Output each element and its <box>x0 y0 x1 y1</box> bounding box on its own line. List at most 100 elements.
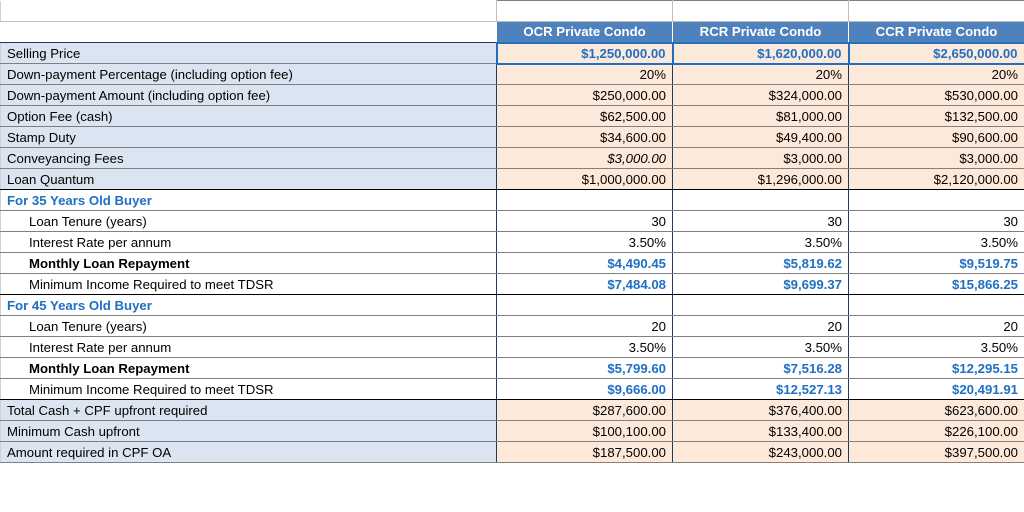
row-ir35: Interest Rate per annum 3.50% 3.50% 3.50… <box>1 232 1024 253</box>
label-option-fee: Option Fee (cash) <box>1 106 497 127</box>
val-dp-amt-ccr: $530,000.00 <box>849 85 1024 106</box>
val-selling-price-rcr: $1,620,000.00 <box>673 43 849 64</box>
val-ir45-ocr: 3.50% <box>497 337 673 358</box>
val-mincash-rcr: $133,400.00 <box>673 421 849 442</box>
val-mlr45-rcr: $7,516.28 <box>673 358 849 379</box>
col-rcr: RCR Private Condo <box>673 22 849 43</box>
label-conveyancing: Conveyancing Fees <box>1 148 497 169</box>
blank-45-rcr <box>673 295 849 316</box>
val-mlr35-ccr: $9,519.75 <box>849 253 1024 274</box>
label-total-upfront: Total Cash + CPF upfront required <box>1 400 497 421</box>
val-lt35-ccr: 30 <box>849 211 1024 232</box>
val-option-ocr: $62,500.00 <box>497 106 673 127</box>
blank-35-ccr <box>849 190 1024 211</box>
val-tdsr35-ocr: $7,484.08 <box>497 274 673 295</box>
label-selling-price: Selling Price <box>1 43 497 64</box>
row-tdsr35: Minimum Income Required to meet TDSR $7,… <box>1 274 1024 295</box>
row-cpf-oa: Amount required in CPF OA $187,500.00 $2… <box>1 442 1024 463</box>
blank-35-rcr <box>673 190 849 211</box>
val-mincash-ocr: $100,100.00 <box>497 421 673 442</box>
label-cpf-oa: Amount required in CPF OA <box>1 442 497 463</box>
val-ir45-ccr: 3.50% <box>849 337 1024 358</box>
section-35: For 35 Years Old Buyer <box>1 190 1024 211</box>
row-min-cash: Minimum Cash upfront $100,100.00 $133,40… <box>1 421 1024 442</box>
label-tdsr35: Minimum Income Required to meet TDSR <box>1 274 497 295</box>
val-dp-pct-ocr: 20% <box>497 64 673 85</box>
col-ocr: OCR Private Condo <box>497 22 673 43</box>
row-option-fee: Option Fee (cash) $62,500.00 $81,000.00 … <box>1 106 1024 127</box>
val-mlr45-ccr: $12,295.15 <box>849 358 1024 379</box>
val-ir45-rcr: 3.50% <box>673 337 849 358</box>
val-mincash-ccr: $226,100.00 <box>849 421 1024 442</box>
label-lt35: Loan Tenure (years) <box>1 211 497 232</box>
val-option-ccr: $132,500.00 <box>849 106 1024 127</box>
label-stamp-duty: Stamp Duty <box>1 127 497 148</box>
val-stamp-rcr: $49,400.00 <box>673 127 849 148</box>
section-45: For 45 Years Old Buyer <box>1 295 1024 316</box>
val-mlr45-ocr: $5,799.60 <box>497 358 673 379</box>
val-total-rcr: $376,400.00 <box>673 400 849 421</box>
row-tdsr45: Minimum Income Required to meet TDSR $9,… <box>1 379 1024 400</box>
row-conveyancing: Conveyancing Fees $3,000.00 $3,000.00 $3… <box>1 148 1024 169</box>
val-tdsr45-ocr: $9,666.00 <box>497 379 673 400</box>
row-mlr45: Monthly Loan Repayment $5,799.60 $7,516.… <box>1 358 1024 379</box>
label-min-cash: Minimum Cash upfront <box>1 421 497 442</box>
header-row: OCR Private Condo RCR Private Condo CCR … <box>1 22 1024 43</box>
val-total-ocr: $287,600.00 <box>497 400 673 421</box>
val-cpf-rcr: $243,000.00 <box>673 442 849 463</box>
label-ir35: Interest Rate per annum <box>1 232 497 253</box>
val-lt45-ccr: 20 <box>849 316 1024 337</box>
val-ir35-ccr: 3.50% <box>849 232 1024 253</box>
header-blank <box>1 22 497 43</box>
label-mlr35: Monthly Loan Repayment <box>1 253 497 274</box>
condo-comparison-table: OCR Private Condo RCR Private Condo CCR … <box>0 0 1024 463</box>
val-stamp-ccr: $90,600.00 <box>849 127 1024 148</box>
val-tdsr35-ccr: $15,866.25 <box>849 274 1024 295</box>
val-conv-rcr: $3,000.00 <box>673 148 849 169</box>
row-selling-price: Selling Price $1,250,000.00 $1,620,000.0… <box>1 43 1024 64</box>
label-loan-quantum: Loan Quantum <box>1 169 497 190</box>
val-lt35-ocr: 30 <box>497 211 673 232</box>
val-mlr35-ocr: $4,490.45 <box>497 253 673 274</box>
row-lt45: Loan Tenure (years) 20 20 20 <box>1 316 1024 337</box>
val-lt45-ocr: 20 <box>497 316 673 337</box>
val-lt45-rcr: 20 <box>673 316 849 337</box>
row-dp-pct: Down-payment Percentage (including optio… <box>1 64 1024 85</box>
row-mlr35: Monthly Loan Repayment $4,490.45 $5,819.… <box>1 253 1024 274</box>
row-dp-amt: Down-payment Amount (including option fe… <box>1 85 1024 106</box>
label-ir45: Interest Rate per annum <box>1 337 497 358</box>
val-loan-rcr: $1,296,000.00 <box>673 169 849 190</box>
row-loan-quantum: Loan Quantum $1,000,000.00 $1,296,000.00… <box>1 169 1024 190</box>
label-sec35: For 35 Years Old Buyer <box>1 190 497 211</box>
val-tdsr45-rcr: $12,527.13 <box>673 379 849 400</box>
row-stamp-duty: Stamp Duty $34,600.00 $49,400.00 $90,600… <box>1 127 1024 148</box>
val-conv-ocr: $3,000.00 <box>497 148 673 169</box>
val-lt35-rcr: 30 <box>673 211 849 232</box>
row-ir45: Interest Rate per annum 3.50% 3.50% 3.50… <box>1 337 1024 358</box>
val-ir35-rcr: 3.50% <box>673 232 849 253</box>
val-option-rcr: $81,000.00 <box>673 106 849 127</box>
val-conv-ccr: $3,000.00 <box>849 148 1024 169</box>
blank-35-ocr <box>497 190 673 211</box>
val-cpf-ocr: $187,500.00 <box>497 442 673 463</box>
label-sec45: For 45 Years Old Buyer <box>1 295 497 316</box>
val-ir35-ocr: 3.50% <box>497 232 673 253</box>
val-selling-price-ocr: $1,250,000.00 <box>497 43 673 64</box>
label-dp-pct: Down-payment Percentage (including optio… <box>1 64 497 85</box>
blank-45-ocr <box>497 295 673 316</box>
val-loan-ccr: $2,120,000.00 <box>849 169 1024 190</box>
val-stamp-ocr: $34,600.00 <box>497 127 673 148</box>
col-ccr: CCR Private Condo <box>849 22 1024 43</box>
label-dp-amt: Down-payment Amount (including option fe… <box>1 85 497 106</box>
val-cpf-ccr: $397,500.00 <box>849 442 1024 463</box>
label-lt45: Loan Tenure (years) <box>1 316 497 337</box>
blank-top-row <box>1 1 1024 22</box>
row-total-upfront: Total Cash + CPF upfront required $287,6… <box>1 400 1024 421</box>
val-dp-pct-rcr: 20% <box>673 64 849 85</box>
val-tdsr35-rcr: $9,699.37 <box>673 274 849 295</box>
val-dp-amt-rcr: $324,000.00 <box>673 85 849 106</box>
row-lt35: Loan Tenure (years) 30 30 30 <box>1 211 1024 232</box>
val-loan-ocr: $1,000,000.00 <box>497 169 673 190</box>
label-tdsr45: Minimum Income Required to meet TDSR <box>1 379 497 400</box>
label-mlr45: Monthly Loan Repayment <box>1 358 497 379</box>
